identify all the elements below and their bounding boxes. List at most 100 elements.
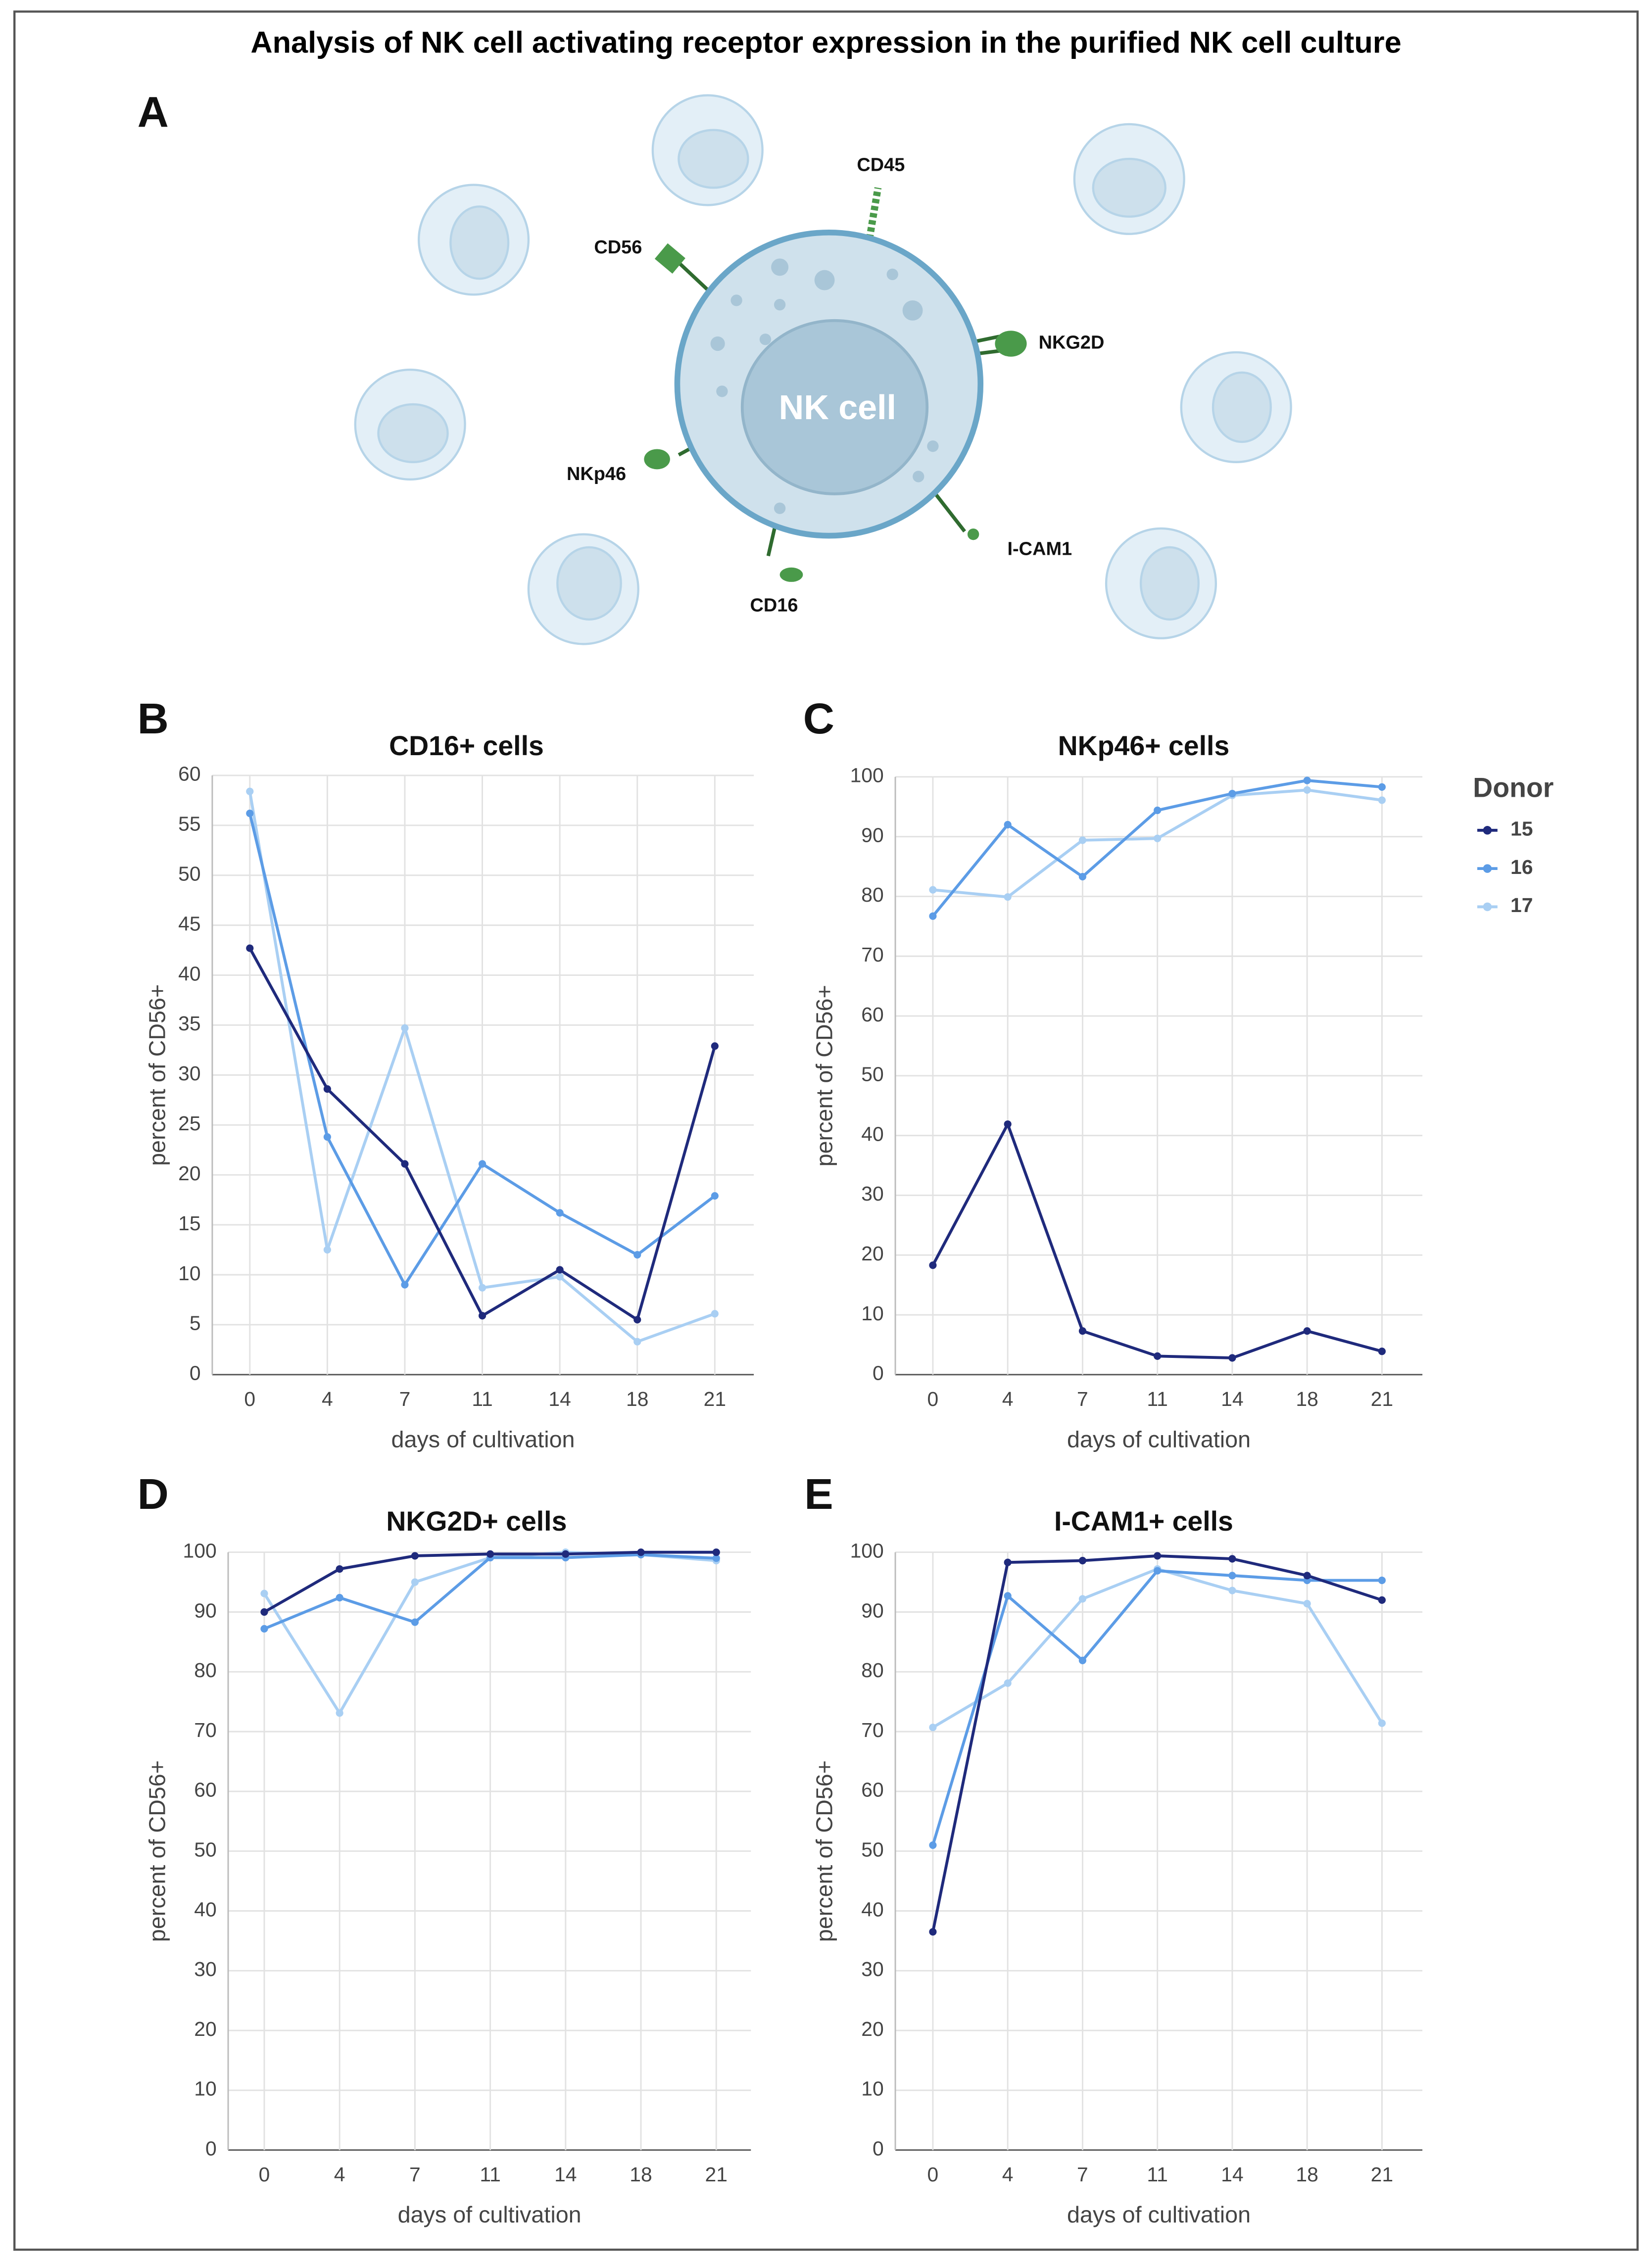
y-tick-label: 0 xyxy=(873,2137,884,2160)
x-tick-label: 18 xyxy=(630,2163,652,2186)
y-tick-label: 25 xyxy=(178,1112,200,1135)
data-point xyxy=(1303,1327,1311,1335)
data-point xyxy=(246,810,254,818)
x-tick-label: 11 xyxy=(480,2163,500,2186)
data-point xyxy=(401,1281,409,1289)
receptor-head xyxy=(654,243,685,274)
data-point xyxy=(411,1618,419,1626)
panel-letter: A xyxy=(138,88,169,137)
cell-label: NK cell xyxy=(779,388,896,427)
panel-letter: E xyxy=(804,1470,833,1518)
data-point xyxy=(929,1841,937,1849)
x-tick-label: 4 xyxy=(1002,1388,1014,1410)
data-point xyxy=(929,1928,937,1936)
plot: 0 10 20 30 40 50 60 70 80 90 100 0 4 7 11 14 18 21 days of… xyxy=(803,694,1423,1452)
data-point xyxy=(478,1160,486,1168)
y-tick-label: 5 xyxy=(190,1312,201,1335)
panel-letter: B xyxy=(138,694,169,743)
figure-title: Analysis of NK cell activating receptor … xyxy=(250,26,1401,59)
data-point xyxy=(1378,1576,1386,1585)
x-tick-label: 21 xyxy=(1371,1388,1393,1410)
data-point xyxy=(1154,834,1162,842)
data-point xyxy=(712,1554,720,1562)
receptor-head xyxy=(644,449,670,470)
y-tick-label: 30 xyxy=(178,1062,200,1085)
data-point xyxy=(1378,796,1386,804)
y-tick-label: 30 xyxy=(194,1958,216,1980)
data-point xyxy=(1078,836,1086,844)
x-tick-label: 14 xyxy=(1221,2163,1243,2186)
legend-label: 15 xyxy=(1510,818,1533,840)
data-point xyxy=(1004,1679,1012,1687)
data-point xyxy=(1228,1354,1236,1362)
legend-label: 17 xyxy=(1510,894,1533,916)
receptor-label: CD16 xyxy=(750,595,798,616)
data-point xyxy=(633,1338,641,1346)
data-point xyxy=(411,1552,419,1560)
y-tick-label: 0 xyxy=(190,1362,201,1385)
data-point xyxy=(1004,820,1012,829)
data-point xyxy=(562,1550,570,1558)
data-point xyxy=(637,1548,645,1556)
x-tick-label: 4 xyxy=(322,1388,333,1410)
data-point xyxy=(1078,872,1086,881)
y-tick-label: 10 xyxy=(178,1262,200,1285)
y-tick-label: 45 xyxy=(178,912,200,935)
x-tick-label: 0 xyxy=(244,1388,255,1410)
data-point xyxy=(323,1085,331,1093)
data-point xyxy=(1078,1656,1086,1664)
y-tick-label: 100 xyxy=(850,764,884,787)
receptor-head xyxy=(779,567,803,582)
y-tick-label: 40 xyxy=(178,962,200,985)
data-point xyxy=(929,886,937,894)
legend-swatch xyxy=(1483,826,1492,835)
data-point xyxy=(1303,776,1311,784)
data-point xyxy=(336,1565,343,1573)
y-tick-label: 80 xyxy=(194,1659,216,1682)
data-point xyxy=(1378,1719,1386,1727)
data-point xyxy=(1303,786,1311,794)
y-axis-label: percent of CD56+ xyxy=(144,1760,170,1942)
data-point xyxy=(1378,783,1386,791)
data-point xyxy=(323,1246,331,1254)
legend-swatch xyxy=(1483,864,1492,873)
x-tick-label: 4 xyxy=(334,2163,345,2186)
data-point xyxy=(1228,790,1236,798)
x-tick-label: 11 xyxy=(1147,1388,1167,1410)
y-tick-label: 100 xyxy=(850,1539,884,1562)
data-point xyxy=(1303,1600,1311,1608)
y-axis-label: percent of CD56+ xyxy=(811,985,837,1166)
x-tick-label: 0 xyxy=(927,1388,939,1410)
y-tick-label: 10 xyxy=(861,1302,883,1325)
plot: 0 10 20 30 40 50 60 70 80 90 100 0 4 7 11 14 18 21 days of… xyxy=(138,1470,751,2227)
receptor-head xyxy=(995,331,1027,357)
y-tick-label: 60 xyxy=(178,763,200,785)
x-tick-label: 14 xyxy=(554,2163,577,2186)
small-cells xyxy=(354,94,1292,645)
chart-title: NKp46+ cells xyxy=(1058,730,1230,761)
y-tick-label: 30 xyxy=(861,1182,883,1205)
plot: 0 5 10 15 20 25 30 35 40 45 50 55 60 0 4 7 11 14 18 21 days … xyxy=(138,694,754,1452)
y-axis-label: percent of CD56+ xyxy=(144,984,170,1166)
data-point xyxy=(633,1251,641,1259)
y-tick-label: 20 xyxy=(178,1162,200,1185)
y-tick-label: 10 xyxy=(861,2077,883,2100)
y-tick-label: 30 xyxy=(861,1958,883,1980)
data-point xyxy=(1228,1555,1236,1563)
x-tick-label: 21 xyxy=(704,1388,726,1410)
data-point xyxy=(260,1608,268,1616)
chart-title: I-CAM1+ cells xyxy=(1054,1506,1233,1537)
x-tick-label: 4 xyxy=(1002,2163,1014,2186)
data-point xyxy=(478,1312,486,1320)
data-point xyxy=(1004,893,1012,901)
data-point xyxy=(1078,1557,1086,1565)
legend-title: Donor xyxy=(1473,772,1554,803)
y-tick-label: 50 xyxy=(861,1063,883,1086)
y-tick-label: 40 xyxy=(861,1898,883,1921)
data-point xyxy=(336,1593,343,1602)
data-point xyxy=(336,1709,343,1717)
nucleus xyxy=(740,319,929,495)
x-tick-label: 14 xyxy=(548,1388,571,1410)
data-point xyxy=(1154,1567,1162,1575)
data-point xyxy=(929,1261,937,1269)
